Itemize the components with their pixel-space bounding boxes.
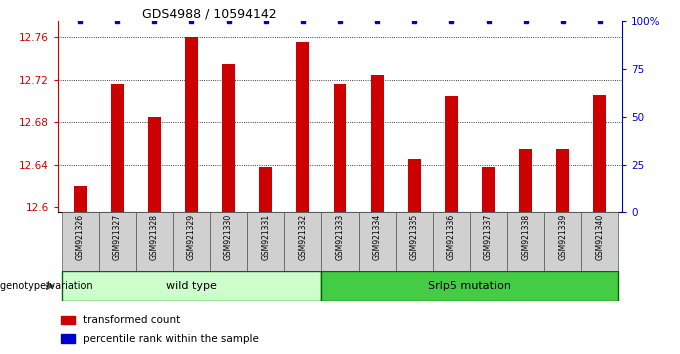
Bar	[322, 271, 619, 301]
Bar	[396, 212, 433, 271]
Text: GSM921327: GSM921327	[113, 214, 122, 260]
Bar	[247, 212, 284, 271]
Bar	[185, 37, 198, 212]
Text: GSM921330: GSM921330	[224, 214, 233, 261]
Bar	[544, 212, 581, 271]
Text: GSM921332: GSM921332	[299, 214, 307, 260]
Text: GSM921334: GSM921334	[373, 214, 381, 261]
Bar	[433, 212, 470, 271]
Text: genotype/variation: genotype/variation	[0, 281, 96, 291]
Bar	[408, 159, 421, 212]
Text: percentile rank within the sample: percentile rank within the sample	[83, 334, 259, 344]
Bar	[136, 212, 173, 271]
Bar	[210, 212, 247, 271]
Text: GSM921340: GSM921340	[596, 214, 605, 261]
Bar	[507, 212, 544, 271]
Bar	[111, 84, 124, 212]
Bar	[519, 149, 532, 212]
Text: GSM921339: GSM921339	[558, 214, 567, 261]
Text: wild type: wild type	[166, 281, 217, 291]
Text: GSM921335: GSM921335	[410, 214, 419, 261]
Bar	[371, 75, 384, 212]
Bar	[358, 212, 396, 271]
Text: Srlp5 mutation: Srlp5 mutation	[428, 281, 511, 291]
Bar	[148, 117, 161, 212]
Bar	[73, 186, 86, 212]
Text: GSM921331: GSM921331	[261, 214, 270, 260]
Text: GDS4988 / 10594142: GDS4988 / 10594142	[143, 7, 277, 20]
Bar	[556, 149, 569, 212]
Bar	[61, 212, 99, 271]
Text: GSM921338: GSM921338	[521, 214, 530, 260]
Bar	[284, 212, 322, 271]
Text: GSM921336: GSM921336	[447, 214, 456, 261]
Bar	[470, 212, 507, 271]
Bar	[594, 95, 607, 212]
Text: GSM921333: GSM921333	[335, 214, 345, 261]
Bar	[445, 96, 458, 212]
Bar	[222, 64, 235, 212]
Bar	[322, 212, 358, 271]
Bar	[333, 84, 347, 212]
Bar	[482, 167, 495, 212]
Bar	[61, 316, 75, 324]
Bar	[61, 335, 75, 343]
Bar	[581, 212, 619, 271]
Text: transformed count: transformed count	[83, 315, 180, 325]
Text: GSM921326: GSM921326	[75, 214, 84, 260]
Text: GSM921337: GSM921337	[484, 214, 493, 261]
Bar	[173, 212, 210, 271]
Text: GSM921329: GSM921329	[187, 214, 196, 260]
Bar	[259, 167, 272, 212]
Text: GSM921328: GSM921328	[150, 214, 159, 260]
Bar	[296, 42, 309, 212]
Bar	[61, 271, 322, 301]
Bar	[99, 212, 136, 271]
